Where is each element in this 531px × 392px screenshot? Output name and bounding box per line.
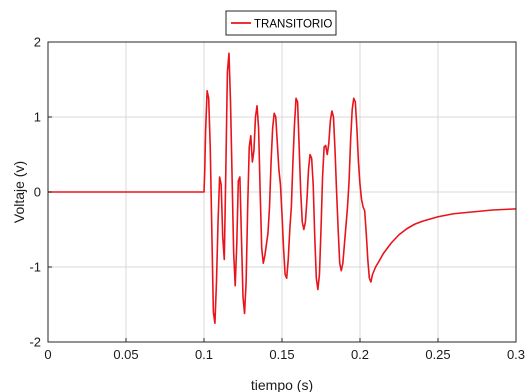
y-axis-title: Voltaje (v) (11, 161, 27, 223)
ticks: 0 0.05 0.1 0.15 0.2 0.25 0.3 -2 -1 0 1 2 (29, 35, 525, 363)
x-tick-label: 0.25 (425, 347, 450, 362)
legend-label: TRANSITORIO (254, 19, 332, 31)
x-axis-title: tiempo (s) (251, 377, 313, 392)
legend: TRANSITORIO (225, 10, 337, 36)
x-tick-label: 0.3 (507, 347, 525, 362)
x-tick-label: 0.2 (351, 347, 369, 362)
series-line-transitorio (48, 52, 517, 325)
series-layer (48, 52, 517, 325)
y-tick-label: -1 (29, 260, 41, 275)
y-tick-label: -2 (29, 335, 41, 350)
y-tick-label: 1 (34, 110, 41, 125)
x-tick-label: 0.05 (113, 347, 138, 362)
x-tick-label: 0.1 (195, 347, 213, 362)
y-tick-label: 2 (34, 35, 41, 50)
y-tick-label: 0 (34, 185, 41, 200)
x-tick-label: 0 (44, 347, 51, 362)
x-tick-label: 0.15 (269, 347, 294, 362)
